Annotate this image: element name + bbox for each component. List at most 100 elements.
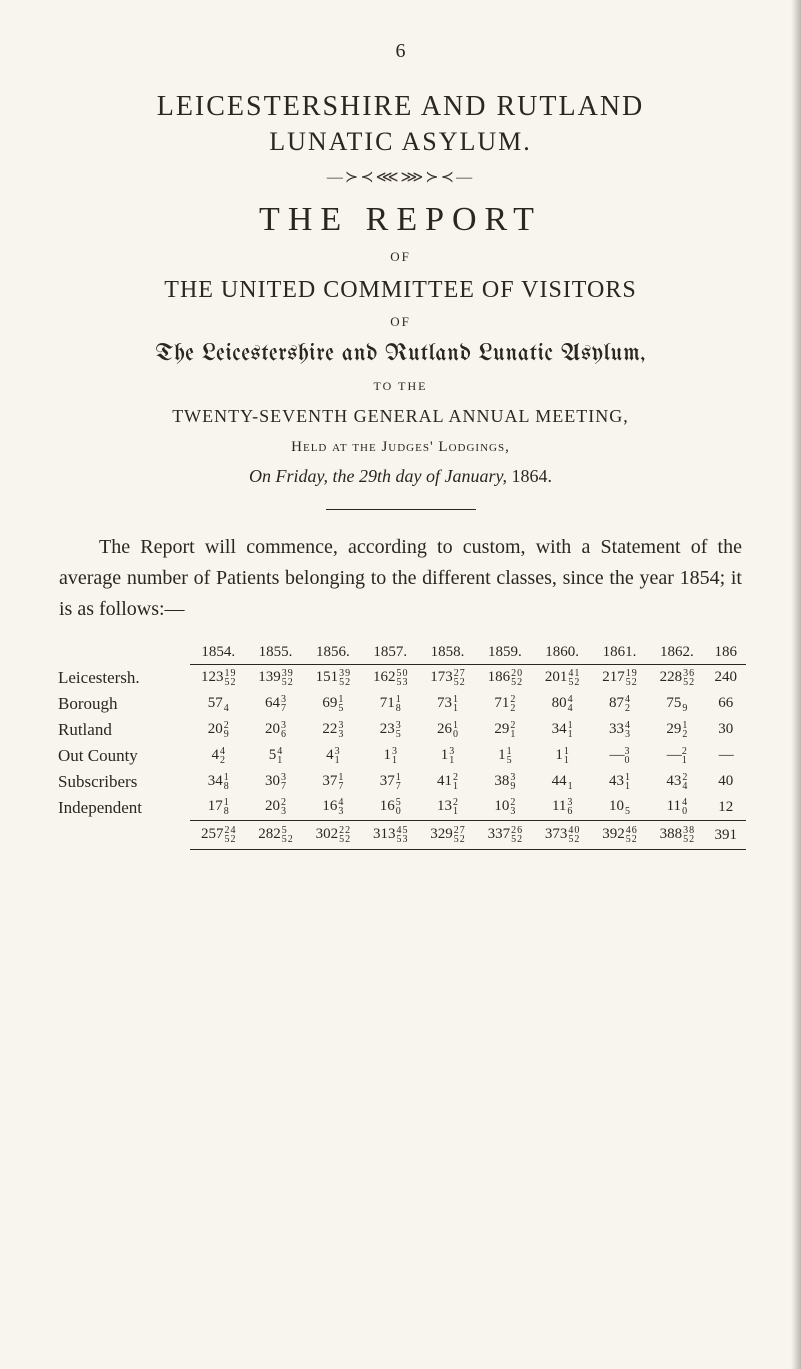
table-cell: 3717 bbox=[362, 769, 419, 795]
intro-paragraph: The Report will commence, according to c… bbox=[59, 532, 742, 625]
averages-table-wrap: 1854.1855.1856.1857.1858.1859.1860.1861.… bbox=[55, 641, 746, 850]
year-header: 1854. bbox=[190, 641, 247, 665]
table-cell: 2912 bbox=[648, 717, 705, 743]
onfriday-date: 29th day of January, bbox=[359, 466, 507, 486]
heading-meeting: TWENTY-SEVENTH GENERAL ANNUAL MEETING, bbox=[55, 406, 746, 427]
blackletter-line: The Leicestershire and Rutland Lunatic A… bbox=[55, 342, 746, 367]
page: 6 LEICESTERSHIRE AND RUTLAND LUNATIC ASY… bbox=[0, 0, 801, 1369]
onfriday-year: 1864. bbox=[507, 466, 552, 486]
table-row: Independent17182023164316501321102311361… bbox=[55, 795, 746, 821]
table-cell: 3372562 bbox=[476, 821, 533, 850]
table-cell: 6915 bbox=[304, 691, 361, 717]
table-cell: 1023 bbox=[476, 795, 533, 821]
table-cell: 111 bbox=[534, 743, 591, 769]
table-row: Subscribers34183037371737174121383944 14… bbox=[55, 769, 746, 795]
table-cell: 2171592 bbox=[591, 665, 648, 691]
table-cell: 240 bbox=[706, 665, 747, 691]
table-cell: 574 bbox=[190, 691, 247, 717]
table-cell: 1643 bbox=[304, 795, 361, 821]
table-cell: 7122 bbox=[476, 691, 533, 717]
table-cell: 40 bbox=[706, 769, 747, 795]
year-header: 1859. bbox=[476, 641, 533, 665]
row-label: Independent bbox=[55, 795, 190, 821]
of-1: OF bbox=[55, 249, 746, 265]
averages-table: 1854.1855.1856.1857.1858.1859.1860.1861.… bbox=[55, 641, 746, 850]
table-cell: 12 bbox=[706, 795, 747, 821]
table-cell: 3411 bbox=[534, 717, 591, 743]
year-header: 1861. bbox=[591, 641, 648, 665]
table-row: Borough574643769157118731171228044874275… bbox=[55, 691, 746, 717]
table-cell: 2014512 bbox=[534, 665, 591, 691]
table-cell: 2335 bbox=[362, 717, 419, 743]
table-cell: 1862502 bbox=[476, 665, 533, 691]
table-cell: 44 1 bbox=[534, 769, 591, 795]
year-header: 1856. bbox=[304, 641, 361, 665]
blackletter-text: The Leicestershire and Rutland Lunatic A… bbox=[156, 342, 646, 367]
table-cell: 1231592 bbox=[190, 665, 247, 691]
table-cell: —30 bbox=[591, 743, 648, 769]
year-header: 1855. bbox=[247, 641, 304, 665]
table-cell: 1718 bbox=[190, 795, 247, 821]
table-cell: 3418 bbox=[190, 769, 247, 795]
table-cell: 1136 bbox=[534, 795, 591, 821]
table-cell: 1513592 bbox=[304, 665, 361, 691]
table-cell: 2921 bbox=[476, 717, 533, 743]
table-cell: 282552 bbox=[247, 821, 304, 850]
page-number: 6 bbox=[55, 40, 746, 63]
table-cell: 2023 bbox=[247, 795, 304, 821]
table-cell: 1625503 bbox=[362, 665, 419, 691]
row-label: Borough bbox=[55, 691, 190, 717]
table-row: Rutland202920362233233526102921341133432… bbox=[55, 717, 746, 743]
table-cell: 7118 bbox=[362, 691, 419, 717]
year-header: 1862. bbox=[648, 641, 705, 665]
table-cell: 3037 bbox=[247, 769, 304, 795]
divider-rule bbox=[326, 509, 476, 510]
held-line: Held at the Judges' Lodgings, bbox=[55, 439, 746, 456]
table-cell: 541 bbox=[247, 743, 304, 769]
ornament-rule: —≻≺⋘⋙≻≺— bbox=[55, 167, 746, 187]
table-cell: 2233 bbox=[304, 717, 361, 743]
table-cell: 1140 bbox=[648, 795, 705, 821]
table-cell: 30 bbox=[706, 717, 747, 743]
table-cell: 3924562 bbox=[591, 821, 648, 850]
table-cell: 1321 bbox=[419, 795, 476, 821]
row-label: Rutland bbox=[55, 717, 190, 743]
table-row: Leicestersh.1231592139359215135921625503… bbox=[55, 665, 746, 691]
table-cell: 3134553 bbox=[362, 821, 419, 850]
heading-committee: THE UNITED COMMITTEE OF VISITORS bbox=[55, 277, 746, 304]
of-2: OF bbox=[55, 314, 746, 330]
table-cell: 2036 bbox=[247, 717, 304, 743]
year-header: 1858. bbox=[419, 641, 476, 665]
table-cell: 7311 bbox=[419, 691, 476, 717]
table-cell: 1732572 bbox=[419, 665, 476, 691]
year-header: 1860. bbox=[534, 641, 591, 665]
table-cell: 431 bbox=[304, 743, 361, 769]
row-label: Subscribers bbox=[55, 769, 190, 795]
table-cell: 10 5 bbox=[591, 795, 648, 821]
row-label: Leicestersh. bbox=[55, 665, 190, 691]
table-cell: 3292572 bbox=[419, 821, 476, 850]
table-cell: 4121 bbox=[419, 769, 476, 795]
table-cell: 8742 bbox=[591, 691, 648, 717]
table-cell: 4311 bbox=[591, 769, 648, 795]
header-blank bbox=[55, 641, 190, 665]
table-cell: 3883582 bbox=[648, 821, 705, 850]
heading-report: THE REPORT bbox=[55, 201, 746, 239]
table-cell: 2610 bbox=[419, 717, 476, 743]
title-line-1: LEICESTERSHIRE AND RUTLAND bbox=[55, 91, 746, 123]
table-cell: 115 bbox=[476, 743, 533, 769]
table-cell: 131 bbox=[419, 743, 476, 769]
table-cell: — bbox=[706, 743, 747, 769]
table-cell: 2572542 bbox=[190, 821, 247, 850]
table-header-row: 1854.1855.1856.1857.1858.1859.1860.1861.… bbox=[55, 641, 746, 665]
table-cell: 8044 bbox=[534, 691, 591, 717]
table-cell: 1393592 bbox=[247, 665, 304, 691]
onfriday-pre: On Friday, the bbox=[249, 466, 359, 486]
table-cell: 442 bbox=[190, 743, 247, 769]
table-cell: 2283562 bbox=[648, 665, 705, 691]
table-body: Leicestersh.1231592139359215135921625503… bbox=[55, 665, 746, 850]
table-row: Out County442541431131131115111—30—21— bbox=[55, 743, 746, 769]
totals-label-blank bbox=[55, 821, 190, 850]
table-cell: 3717 bbox=[304, 769, 361, 795]
table-cell: 3022522 bbox=[304, 821, 361, 850]
